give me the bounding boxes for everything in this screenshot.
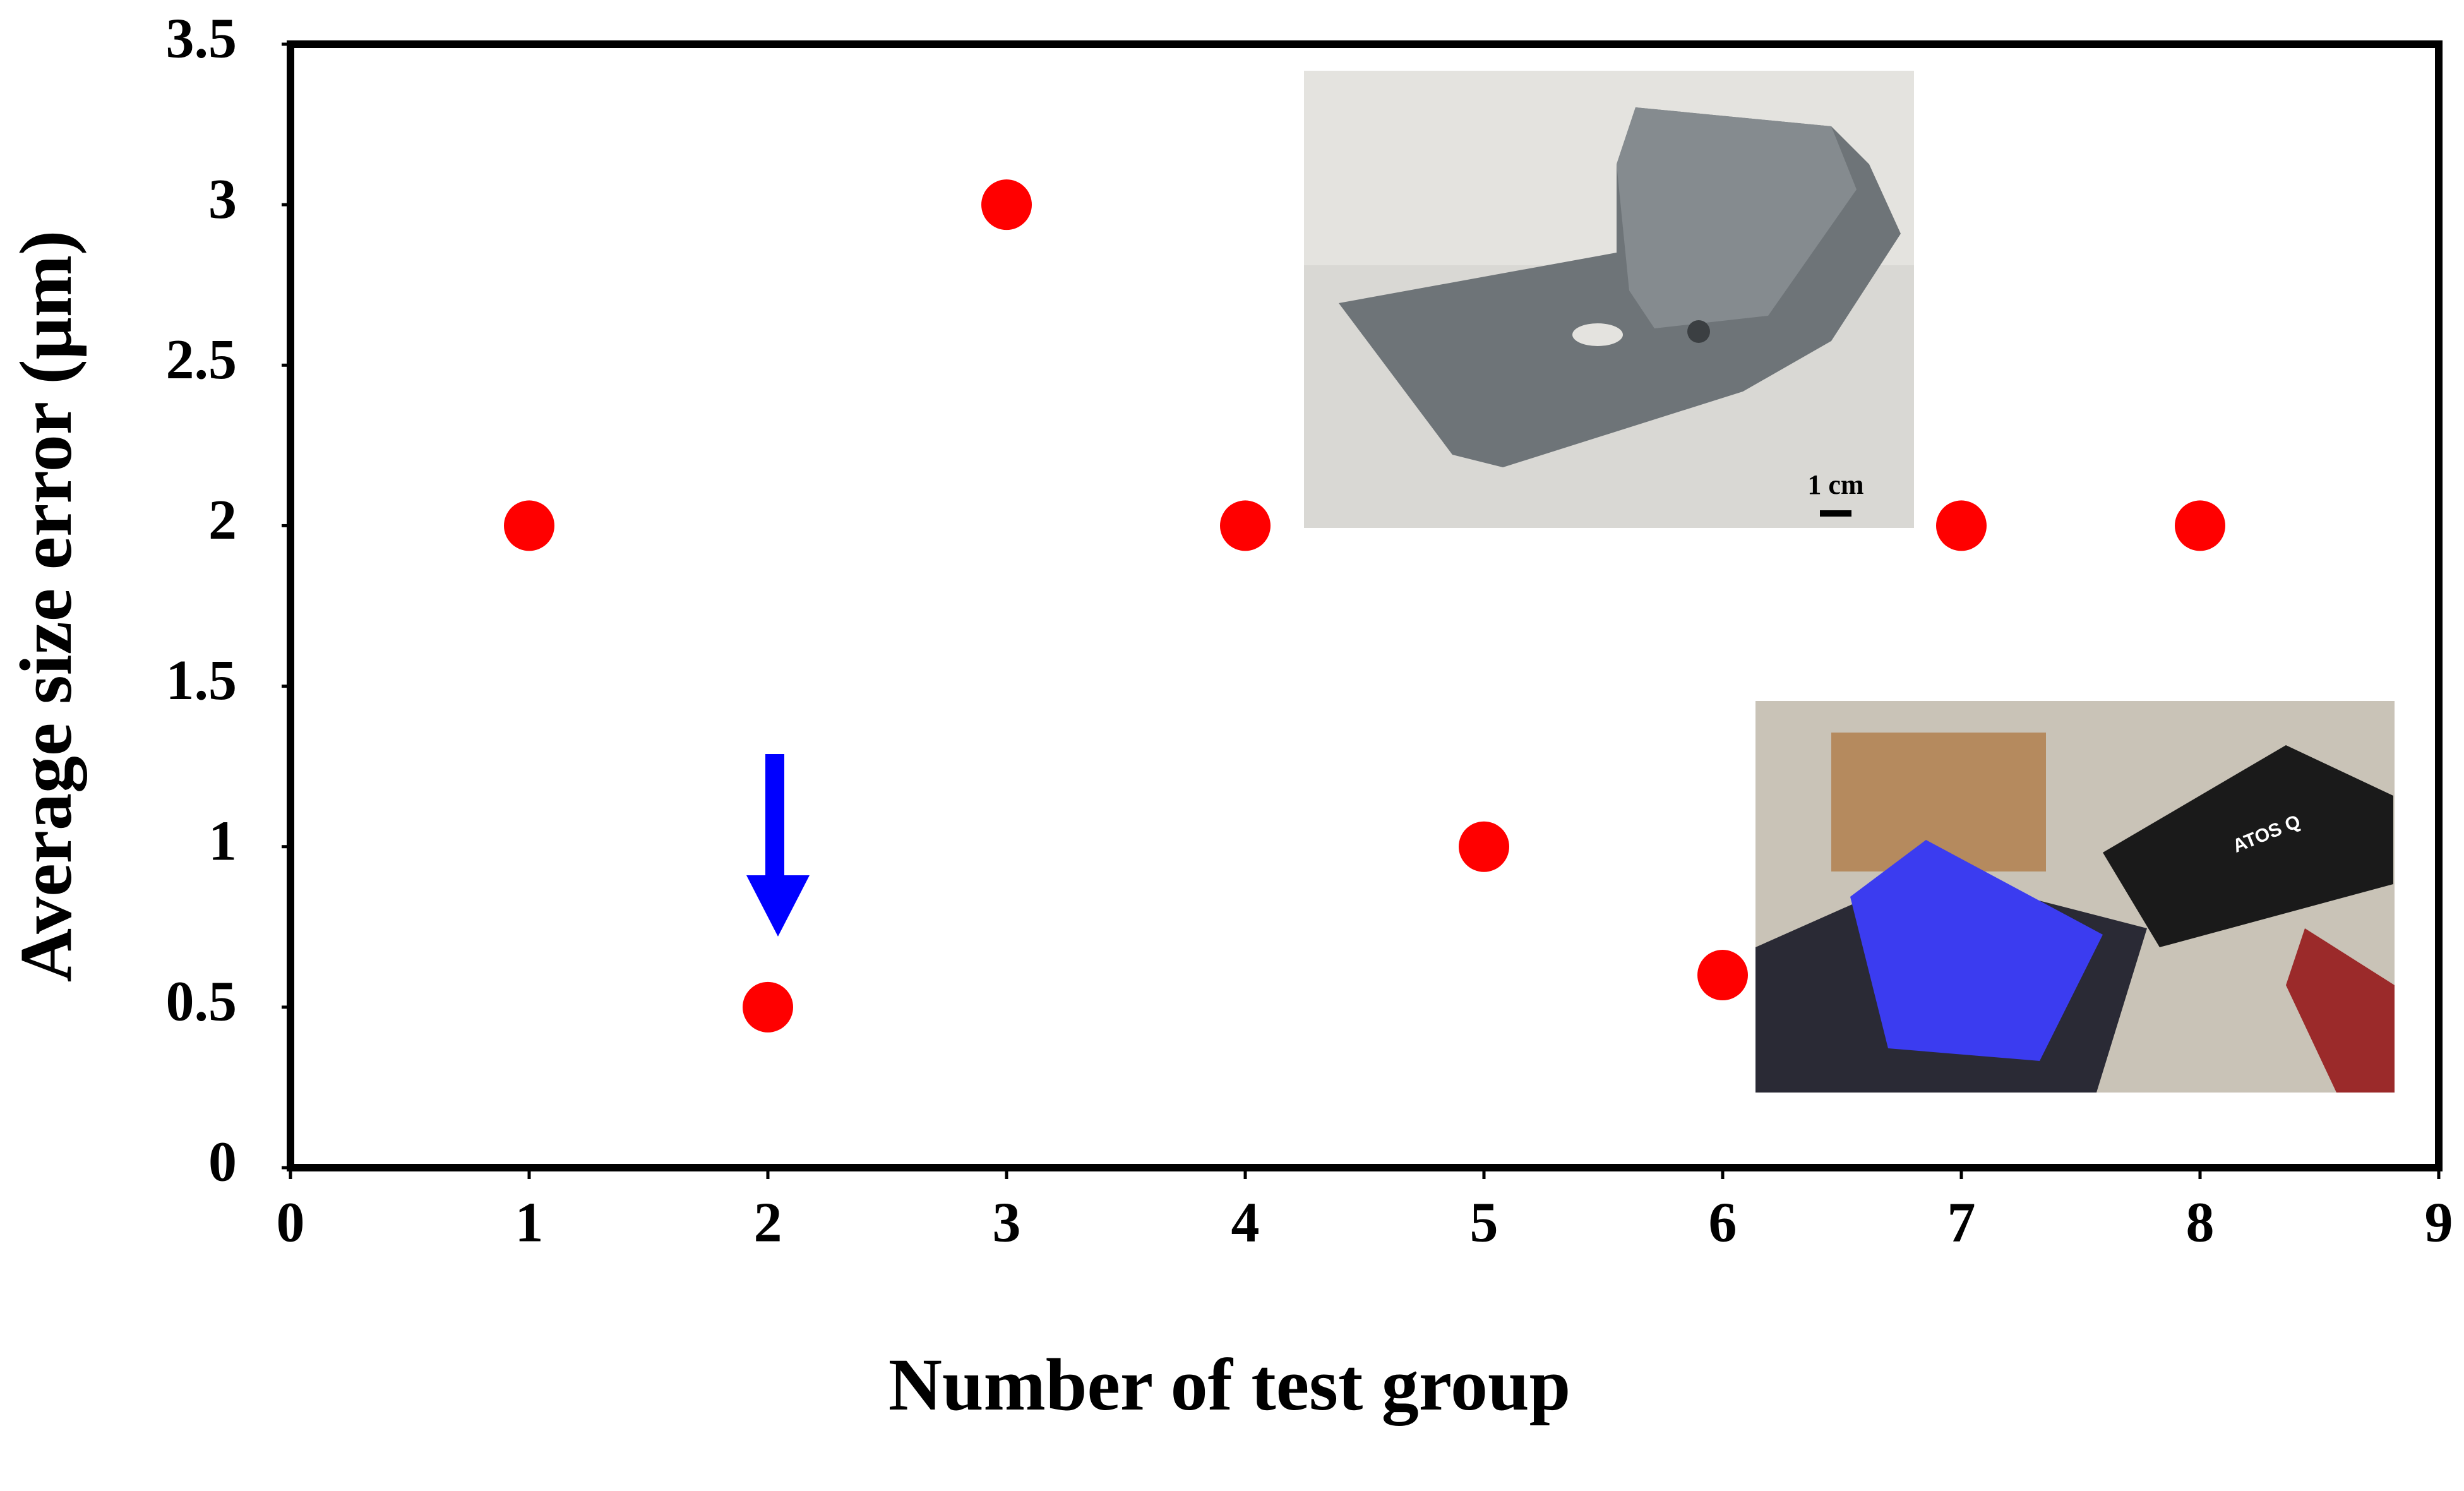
y-tick-label: 2.5: [166, 328, 237, 391]
inset-photo-part: [1304, 71, 1914, 528]
y-tick-label: 0.5: [166, 971, 237, 1033]
y-tick-label: 0: [208, 1131, 237, 1194]
x-axis-label: Number of test group: [888, 1343, 1571, 1426]
data-point: [1220, 500, 1271, 551]
inset-photo-scanner: [1755, 701, 2395, 1093]
x-tick-label: 8: [2186, 1192, 2215, 1254]
x-tick-label: 9: [2425, 1192, 2453, 1254]
x-tick-label: 4: [1231, 1192, 1260, 1254]
y-tick-label: 1: [208, 810, 237, 872]
data-point: [1459, 821, 1509, 872]
x-tick-label: 5: [1470, 1192, 1498, 1254]
y-tick-label: 3.5: [166, 8, 237, 70]
x-tick-label: 3: [993, 1192, 1021, 1254]
y-axis-label: Average size error (μm): [4, 231, 87, 983]
plot-frame: [287, 40, 2443, 1171]
y-tick-label: 2: [208, 489, 237, 551]
data-point: [504, 500, 554, 551]
y-tick-label: 3: [208, 168, 237, 231]
data-point: [1697, 950, 1748, 1001]
data-point: [981, 179, 1032, 231]
arrow: [746, 754, 810, 937]
x-tick-label: 6: [1709, 1192, 1737, 1254]
x-tick-label: 0: [277, 1192, 305, 1254]
y-tick-label: 1.5: [166, 649, 237, 712]
scale-bar-label: 1 cm: [1807, 469, 1863, 500]
x-tick-label: 7: [1947, 1192, 1976, 1254]
x-tick-label: 1: [515, 1192, 544, 1254]
data-point: [2175, 500, 2225, 551]
data-point: [743, 981, 793, 1033]
scale-bar: [1820, 510, 1851, 517]
x-tick-label: 2: [754, 1192, 782, 1254]
data-point: [1936, 500, 1987, 551]
